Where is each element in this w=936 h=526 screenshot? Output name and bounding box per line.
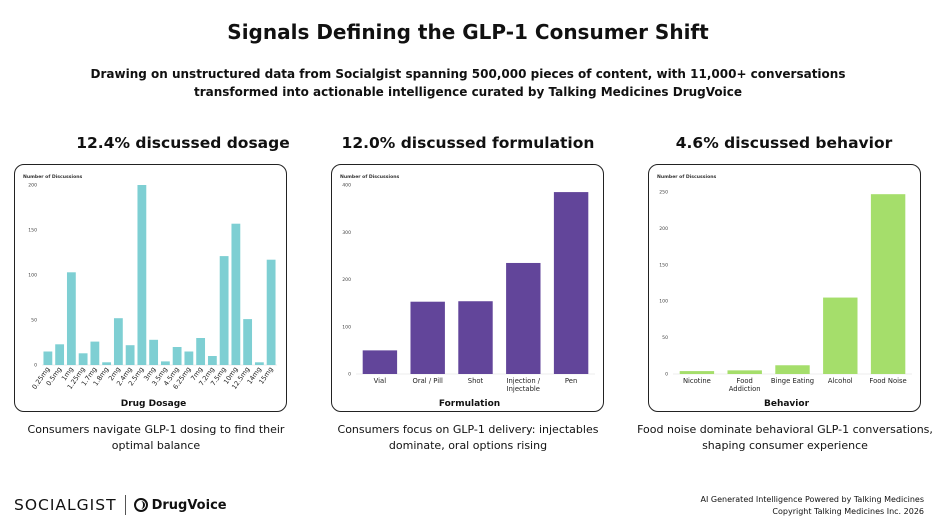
behavior-heading: 4.6% discussed behavior — [675, 134, 893, 152]
dosage-caption: Consumers navigate GLP-1 dosing to find … — [27, 423, 285, 452]
bar — [160, 361, 170, 365]
bar — [254, 362, 264, 365]
bar — [506, 262, 541, 374]
y-tick-label: 0 — [34, 363, 37, 369]
y-tick-label: 300 — [342, 230, 351, 236]
bar — [243, 319, 253, 365]
y-tick-label: 200 — [28, 183, 37, 189]
y-tick-label: 0 — [348, 372, 351, 378]
bar — [196, 338, 206, 365]
y-tick-label: 0 — [665, 372, 668, 378]
x-tick-label: Pen — [565, 377, 577, 385]
y-tick-label: 100 — [28, 273, 37, 279]
x-axis-label: Formulation — [439, 399, 500, 409]
bar — [66, 272, 76, 365]
bar — [727, 370, 762, 374]
y-tick-label: 150 — [659, 262, 668, 268]
footer-copyright: Copyright Talking Medicines Inc. 2026 — [772, 507, 924, 516]
y-tick-label: 400 — [342, 183, 351, 189]
bar — [823, 297, 858, 374]
dosage-chart: Number of Discussions0501001502000.25mg0… — [23, 174, 277, 409]
y-tick-label: 50 — [662, 335, 668, 341]
bar — [137, 185, 147, 365]
behavior-chart: Number of Discussions 0 50 100 150 200 250 Nico… — [657, 174, 912, 409]
footer-logos: SOCIALGIST DrugVoice — [14, 494, 227, 516]
logo-divider — [124, 495, 126, 515]
y-axis-label: Number of Discussions — [23, 174, 83, 180]
bar — [125, 345, 135, 365]
formulation-caption: Consumers focus on GLP-1 delivery: injec… — [337, 423, 599, 452]
formulation-chart: Number of Discussions 0 100 200 300 400 Vial Or… — [340, 174, 595, 409]
y-tick-label: 150 — [28, 228, 37, 234]
bar — [219, 256, 229, 365]
x-tick-label: Nicotine — [683, 377, 711, 385]
bar — [78, 353, 88, 365]
formulation-chart-card: Number of Discussions 0 100 200 300 400 Vial Or… — [331, 164, 604, 412]
drugvoice-logo-icon — [133, 498, 148, 512]
y-axis-label: Number of Discussions — [340, 174, 400, 180]
x-tick-label: Vial — [374, 377, 387, 385]
bar — [266, 259, 276, 365]
x-axis-label: Behavior — [764, 399, 810, 409]
socialgist-logo: SOCIALGIST — [14, 496, 117, 514]
bar — [679, 371, 715, 374]
x-tick-label: Food Noise — [869, 377, 906, 385]
x-tick-label: Oral / Pill — [412, 377, 443, 385]
x-tick-label: Shot — [468, 377, 484, 385]
footer-credits: AI Generated Intelligence Powered by Tal… — [701, 494, 925, 518]
y-tick-label: 50 — [31, 318, 37, 324]
y-tick-label: 100 — [342, 324, 351, 330]
bar — [870, 194, 906, 374]
bar — [43, 351, 53, 365]
bar — [90, 341, 100, 365]
footer-powered-by: AI Generated Intelligence Powered by Tal… — [700, 495, 925, 504]
page-title: Signals Defining the GLP-1 Consumer Shif… — [227, 20, 709, 44]
behavior-chart-card: Number of Discussions 0 50 100 150 200 250 Nico… — [648, 164, 921, 412]
bar — [55, 344, 65, 365]
y-axis-label: Number of Discussions — [657, 174, 717, 180]
bar — [184, 351, 194, 365]
dosage-heading: 12.4% discussed dosage — [76, 134, 290, 152]
y-tick-label: 200 — [342, 277, 351, 283]
y-tick-label: 200 — [659, 226, 668, 232]
bar — [207, 356, 217, 365]
page-subtitle: Drawing on unstructured data from Social… — [90, 67, 846, 99]
drugvoice-logo: DrugVoice — [151, 497, 227, 513]
bar — [458, 301, 493, 374]
bar — [231, 223, 241, 365]
dosage-chart-card: Number of Discussions 0 50 100 150 200 0.25mg 0… — [14, 164, 287, 412]
behavior-caption: Food noise dominate behavioral GLP-1 con… — [637, 423, 933, 452]
bar — [172, 347, 182, 365]
x-tick-label: Binge Eating — [771, 377, 814, 385]
x-tick-label: Food Addiction — [729, 377, 761, 393]
x-tick-label: Alcohol — [828, 377, 853, 385]
bar — [362, 350, 398, 374]
x-axis-label: Drug Dosage — [121, 399, 187, 409]
bar — [775, 365, 810, 374]
bar — [553, 192, 589, 374]
x-tick-label: Injection / Injectable — [507, 377, 541, 393]
bar — [410, 301, 445, 374]
bar — [149, 339, 159, 365]
formulation-heading: 12.0% discussed formulation — [341, 134, 595, 152]
bar — [113, 318, 123, 365]
y-tick-label: 100 — [659, 299, 668, 305]
y-tick-label: 250 — [659, 190, 668, 196]
bar — [102, 362, 112, 365]
